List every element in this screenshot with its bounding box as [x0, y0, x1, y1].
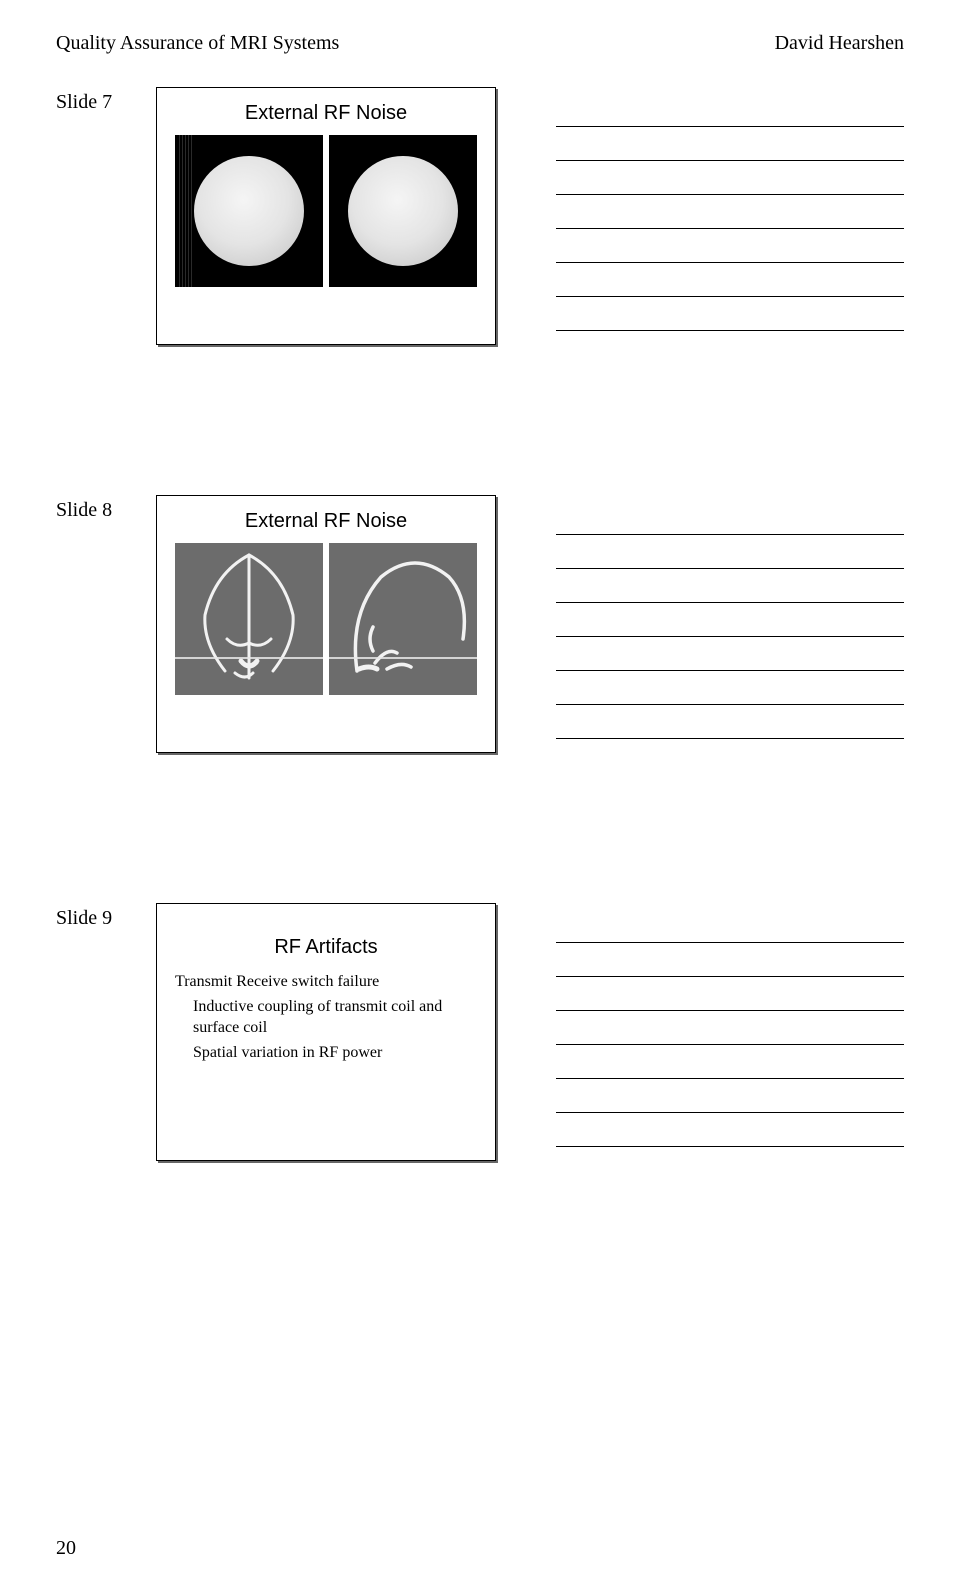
slide-9-block: Slide 9 RF Artifacts Transmit Receive sw…	[56, 903, 904, 1161]
mra-image-axial	[175, 543, 323, 695]
slide-8-images	[169, 543, 483, 695]
mra-axial-vessels-icon	[175, 543, 323, 695]
note-line	[556, 501, 904, 535]
phantom-circle-icon	[348, 156, 458, 266]
header-left: Quality Assurance of MRI Systems	[56, 32, 339, 55]
note-line	[556, 671, 904, 705]
note-line	[556, 637, 904, 671]
note-line	[556, 569, 904, 603]
slide-8-label: Slide 8	[56, 495, 156, 522]
phantom-image-left	[175, 135, 323, 287]
note-line	[556, 705, 904, 739]
note-line	[556, 1113, 904, 1147]
note-line	[556, 1045, 904, 1079]
note-line	[556, 195, 904, 229]
slide-7-images	[169, 135, 483, 287]
note-line	[556, 161, 904, 195]
note-line	[556, 229, 904, 263]
slide-8-block: Slide 8 External RF Noise	[56, 495, 904, 753]
note-line	[556, 263, 904, 297]
slide-9-notes	[556, 903, 904, 1147]
note-line	[556, 1011, 904, 1045]
note-line	[556, 535, 904, 569]
mra-image-sagittal	[329, 543, 477, 695]
note-line	[556, 297, 904, 331]
note-line	[556, 977, 904, 1011]
page-number: 20	[56, 1537, 76, 1560]
note-line	[556, 603, 904, 637]
note-line	[556, 909, 904, 943]
slide-7-block: Slide 7 External RF Noise	[56, 87, 904, 345]
artifact-line-icon	[175, 657, 323, 659]
slide-9-bullets: Transmit Receive switch failure Inductiv…	[169, 963, 483, 1063]
phantom-circle-icon	[194, 156, 304, 266]
phantom-image-right	[329, 135, 477, 287]
slide-9-box: RF Artifacts Transmit Receive switch fai…	[156, 903, 496, 1161]
slide-7-notes	[556, 87, 904, 331]
artifact-line-icon	[329, 657, 477, 659]
bullet-level-2: Spatial variation in RF power	[175, 1042, 477, 1064]
note-line	[556, 93, 904, 127]
slide-9-label: Slide 9	[56, 903, 156, 930]
slide-9-title: RF Artifacts	[169, 918, 483, 959]
note-line	[556, 127, 904, 161]
slide-7-title: External RF Noise	[169, 102, 483, 125]
note-line	[556, 943, 904, 977]
bullet-level-1: Transmit Receive switch failure	[175, 971, 477, 993]
rf-noise-lines-icon	[179, 135, 193, 287]
slide-7-label: Slide 7	[56, 87, 156, 114]
header-right: David Hearshen	[775, 32, 904, 55]
page-header: Quality Assurance of MRI Systems David H…	[56, 32, 904, 55]
bullet-level-2: Inductive coupling of transmit coil and …	[175, 996, 477, 1039]
slide-7-box: External RF Noise	[156, 87, 496, 345]
slide-8-box: External RF Noise	[156, 495, 496, 753]
note-line	[556, 1079, 904, 1113]
slide-8-title: External RF Noise	[169, 510, 483, 533]
mra-sagittal-vessels-icon	[329, 543, 477, 695]
slide-8-notes	[556, 495, 904, 739]
